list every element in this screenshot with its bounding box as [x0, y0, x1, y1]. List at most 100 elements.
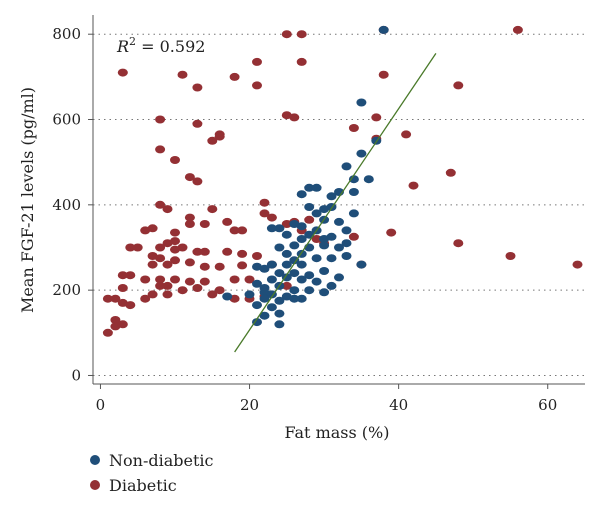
y-axis-title: Mean FGF-21 levels (pg/ml)	[18, 87, 37, 313]
data-point-diabetic-33	[259, 198, 270, 207]
data-point-diabetic-86	[155, 281, 166, 290]
data-point-non-diabetic-56	[296, 275, 307, 284]
data-point-diabetic-14	[281, 111, 292, 120]
data-point-diabetic-22	[401, 130, 412, 139]
data-point-diabetic-47	[304, 215, 315, 224]
data-point-diabetic-102	[117, 298, 128, 307]
legend-label-diabetic: Diabetic	[109, 476, 177, 495]
data-point-non-diabetic-52	[319, 267, 330, 275]
data-point-diabetic-2	[281, 30, 292, 39]
data-point-non-diabetic-2	[341, 162, 352, 171]
data-point-diabetic-79	[140, 275, 151, 284]
data-point-diabetic-28	[445, 168, 456, 177]
data-point-diabetic-10	[453, 81, 464, 90]
data-point-diabetic-78	[125, 271, 136, 280]
data-point-non-diabetic-11	[296, 190, 307, 199]
data-point-diabetic-9	[378, 70, 389, 79]
y-tick-label-600: 600	[52, 111, 81, 129]
data-point-diabetic-52	[386, 228, 397, 237]
data-point-non-diabetic-75	[266, 303, 277, 312]
data-point-diabetic-29	[408, 181, 419, 190]
data-point-non-diabetic-71	[259, 294, 270, 303]
data-point-non-diabetic-79	[274, 320, 285, 329]
data-point-non-diabetic-43	[289, 256, 300, 265]
data-point-diabetic-77	[117, 271, 128, 280]
data-point-non-diabetic-37	[281, 249, 292, 258]
y-tick-label-0: 0	[71, 366, 81, 384]
x-tick-label-20: 20	[240, 396, 259, 414]
data-point-non-diabetic-40	[326, 254, 337, 263]
data-point-non-diabetic-50	[289, 269, 300, 278]
data-point-diabetic-66	[147, 252, 158, 260]
y-tick-label-800: 800	[52, 25, 81, 43]
data-point-non-diabetic-28	[296, 235, 307, 243]
data-point-non-diabetic-16	[311, 209, 322, 218]
data-point-non-diabetic-44	[281, 260, 292, 269]
data-point-non-diabetic-7	[356, 149, 367, 158]
data-point-non-diabetic-27	[281, 230, 292, 239]
data-point-diabetic-41	[222, 217, 233, 226]
data-point-diabetic-20	[214, 132, 225, 141]
y-tick-label-200: 200	[52, 281, 81, 299]
data-point-non-diabetic-15	[304, 203, 315, 211]
data-point-diabetic-55	[177, 243, 188, 252]
data-point-diabetic-53	[170, 237, 180, 246]
data-point-non-diabetic-41	[341, 252, 352, 260]
data-point-non-diabetic-54	[266, 275, 277, 284]
data-point-diabetic-97	[281, 281, 292, 290]
data-point-diabetic-70	[184, 258, 195, 267]
data-point-diabetic-98	[505, 252, 516, 260]
data-point-diabetic-12	[252, 81, 262, 90]
ticks: 0 200 400 600 800 0 20 40 60	[52, 25, 557, 414]
data-point-non-diabetic-68	[296, 294, 307, 303]
data-point-non-diabetic-51	[304, 271, 315, 280]
data-point-non-diabetic-36	[274, 243, 285, 252]
data-point-diabetic-85	[244, 275, 255, 284]
data-point-non-diabetic-6	[348, 188, 359, 196]
data-point-diabetic-8	[296, 57, 307, 66]
data-point-diabetic-18	[348, 124, 359, 132]
data-point-non-diabetic-4	[363, 175, 374, 184]
data-point-non-diabetic-20	[341, 226, 352, 235]
data-point-non-diabetic-42	[356, 260, 367, 269]
data-point-non-diabetic-26	[266, 224, 277, 233]
data-point-diabetic-39	[184, 220, 195, 228]
data-point-diabetic-1	[512, 25, 523, 34]
data-point-diabetic-32	[207, 205, 218, 214]
data-point-diabetic-83	[199, 277, 210, 286]
data-point-diabetic-108	[140, 294, 151, 303]
data-point-diabetic-4	[117, 68, 128, 77]
data-point-diabetic-26	[184, 173, 195, 182]
data-point-diabetic-43	[140, 226, 151, 235]
data-point-diabetic-34	[259, 209, 270, 218]
data-point-non-diabetic-72	[274, 296, 285, 305]
data-point-diabetic-93	[207, 290, 218, 299]
data-point-diabetic-44	[170, 228, 180, 237]
data-point-diabetic-3	[296, 30, 307, 39]
data-point-non-diabetic-59	[252, 279, 262, 288]
data-point-diabetic-84	[229, 275, 240, 284]
data-points	[102, 25, 583, 337]
data-point-non-diabetic-64	[319, 288, 330, 297]
data-point-non-diabetic-46	[266, 260, 277, 269]
data-point-diabetic-7	[252, 57, 262, 66]
data-point-diabetic-31	[162, 205, 173, 214]
data-point-non-diabetic-9	[304, 183, 315, 192]
data-point-diabetic-90	[214, 286, 225, 295]
data-point-diabetic-82	[184, 277, 195, 286]
data-point-non-diabetic-49	[274, 269, 285, 278]
data-point-non-diabetic-12	[326, 192, 337, 201]
data-point-diabetic-24	[155, 145, 166, 154]
data-point-diabetic-5	[229, 72, 240, 81]
data-point-non-diabetic-10	[311, 183, 322, 192]
data-point-diabetic-61	[125, 243, 136, 252]
data-point-non-diabetic-47	[252, 262, 262, 271]
data-point-diabetic-11	[192, 83, 203, 92]
data-point-non-diabetic-48	[259, 264, 270, 273]
data-point-diabetic-109	[147, 290, 158, 299]
data-point-diabetic-91	[117, 284, 128, 292]
data-point-non-diabetic-67	[281, 292, 292, 301]
data-point-non-diabetic-31	[341, 239, 352, 248]
data-point-non-diabetic-35	[289, 241, 300, 250]
data-point-diabetic-17	[192, 119, 203, 128]
